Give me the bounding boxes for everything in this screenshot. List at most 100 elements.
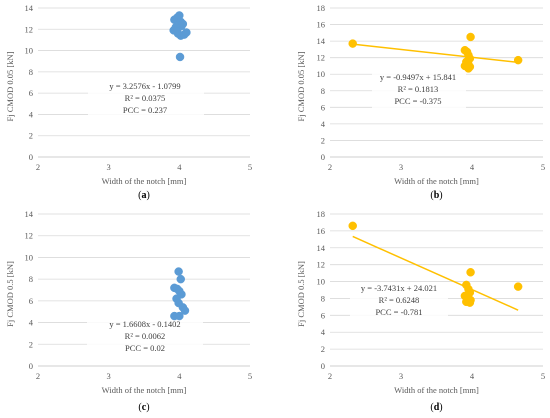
regression-annotation: y = -3.7431x + 24.021 xyxy=(361,283,437,293)
data-point xyxy=(464,64,473,73)
data-point xyxy=(182,28,191,37)
y-tick-label: 10 xyxy=(25,252,34,262)
y-tick-label: 12 xyxy=(25,24,34,34)
x-tick-label: 3 xyxy=(107,371,111,381)
data-point xyxy=(348,39,357,48)
y-tick-label: 6 xyxy=(321,102,325,112)
y-tick-label: 0 xyxy=(29,361,33,371)
regression-annotation: R² = 0.0062 xyxy=(125,331,166,341)
data-point xyxy=(348,221,357,231)
y-tick-label: 14 xyxy=(25,3,34,13)
panel-label: (d) xyxy=(430,402,442,413)
regression-annotation: y = 1.6608x - 0.1402 xyxy=(109,319,180,329)
regression-annotation: y = -0.9497x + 15.841 xyxy=(380,72,456,82)
regression-annotation: R² = 0.1813 xyxy=(398,84,439,94)
y-tick-label: 0 xyxy=(29,152,33,162)
y-tick-label: 14 xyxy=(317,243,326,253)
y-tick-label: 10 xyxy=(317,277,326,287)
x-axis-title: Width of the notch [mm] xyxy=(394,385,479,395)
y-tick-label: 18 xyxy=(317,209,326,219)
data-point xyxy=(178,19,188,29)
y-tick-label: 2 xyxy=(29,339,33,349)
y-axis-title: Fj CMOD 0.05 [kN] xyxy=(296,51,306,121)
x-axis-title: Width of the notch [mm] xyxy=(394,176,479,186)
panel-label: (b) xyxy=(430,190,442,201)
y-tick-label: 4 xyxy=(321,327,326,337)
y-tick-label: 12 xyxy=(317,53,326,63)
y-axis-title: Fj CMOD 0.5 [kN] xyxy=(296,261,306,327)
data-point xyxy=(513,55,523,65)
x-tick-label: 5 xyxy=(541,371,545,381)
x-tick-label: 2 xyxy=(328,371,332,381)
x-tick-label: 5 xyxy=(248,371,252,381)
regression-annotation: PCC = -0.375 xyxy=(394,96,441,106)
trendline xyxy=(352,235,519,311)
x-tick-label: 4 xyxy=(470,371,475,381)
x-tick-label: 2 xyxy=(36,371,40,381)
y-tick-label: 14 xyxy=(25,209,34,219)
data-point xyxy=(175,52,185,62)
data-point xyxy=(174,267,183,276)
regression-annotation: R² = 0.6248 xyxy=(379,295,420,305)
y-axis-title: Fj CMOD 0.5 [kN] xyxy=(5,261,15,327)
regression-annotation: PCC = -0.781 xyxy=(375,307,422,317)
regression-annotation: PCC = 0.237 xyxy=(123,105,167,115)
y-tick-label: 0 xyxy=(321,361,325,371)
y-tick-label: 2 xyxy=(321,135,325,145)
y-tick-label: 8 xyxy=(321,293,325,303)
x-tick-label: 4 xyxy=(177,162,182,172)
data-point xyxy=(175,311,184,321)
y-tick-label: 4 xyxy=(29,318,34,328)
annotation-box xyxy=(88,82,204,118)
data-point xyxy=(466,268,475,277)
regression-annotation: R² = 0.0375 xyxy=(125,93,166,103)
regression-annotation: PCC = 0.02 xyxy=(125,343,165,353)
data-point xyxy=(172,27,182,36)
data-point xyxy=(180,306,190,315)
y-tick-label: 10 xyxy=(25,46,34,56)
x-tick-label: 3 xyxy=(399,371,403,381)
y-tick-label: 0 xyxy=(321,152,325,162)
y-tick-label: 2 xyxy=(321,344,325,354)
y-tick-label: 2 xyxy=(29,131,33,141)
data-point xyxy=(465,298,475,307)
y-tick-label: 6 xyxy=(29,296,33,306)
x-tick-label: 2 xyxy=(36,162,40,172)
regression-annotation: y = 3.2576x - 1.0799 xyxy=(109,81,180,91)
x-tick-label: 2 xyxy=(328,162,332,172)
y-tick-label: 16 xyxy=(317,20,326,30)
x-tick-label: 3 xyxy=(399,162,403,172)
panel-label: (a) xyxy=(138,190,150,201)
data-point xyxy=(466,32,475,42)
y-tick-label: 6 xyxy=(29,88,33,98)
y-tick-label: 4 xyxy=(29,109,34,119)
y-tick-label: 8 xyxy=(29,67,33,77)
y-tick-label: 14 xyxy=(317,36,326,46)
data-point xyxy=(176,274,185,284)
annotation-box xyxy=(87,320,203,356)
annotation-box xyxy=(372,73,466,109)
y-tick-label: 12 xyxy=(317,260,326,270)
x-tick-label: 3 xyxy=(107,162,111,172)
y-axis-title: Fj CMOD 0.05 [kN] xyxy=(5,51,15,121)
x-tick-label: 5 xyxy=(541,162,545,172)
data-point xyxy=(513,282,523,291)
y-tick-label: 4 xyxy=(321,119,326,129)
y-tick-label: 8 xyxy=(29,274,33,284)
y-tick-label: 10 xyxy=(317,69,326,79)
x-axis-title: Width of the notch [mm] xyxy=(102,176,187,186)
trendline xyxy=(352,43,519,64)
y-tick-label: 8 xyxy=(321,86,325,96)
panel-label: (c) xyxy=(138,402,149,413)
annotation-box xyxy=(350,284,448,320)
y-tick-label: 16 xyxy=(317,226,326,236)
x-axis-title: Width of the notch [mm] xyxy=(102,385,187,395)
y-tick-label: 6 xyxy=(321,310,325,320)
x-tick-label: 5 xyxy=(248,162,252,172)
x-tick-label: 4 xyxy=(177,371,182,381)
